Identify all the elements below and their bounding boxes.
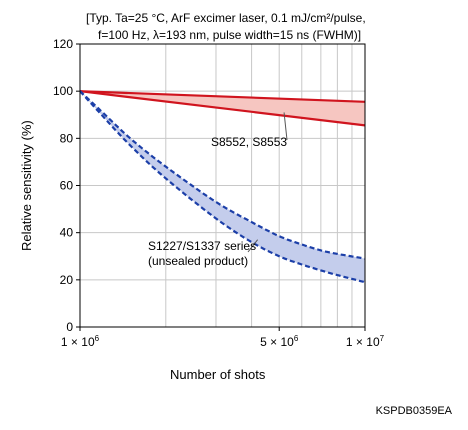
series-group — [80, 90, 365, 284]
x-tick-label: 1 × 106 — [61, 334, 100, 349]
annotation-leader — [283, 112, 288, 141]
y-axis-label: Relative sensitivity (%) — [19, 120, 34, 251]
conditions-line-2: f=100 Hz, λ=193 nm, pulse width=15 ns (F… — [98, 28, 362, 42]
series-line-lower — [80, 90, 365, 127]
x-tick-label: 1 × 107 — [346, 334, 385, 349]
y-tick-label: 60 — [60, 179, 74, 193]
y-tick-label: 0 — [66, 320, 73, 334]
y-tick-label: 120 — [53, 37, 73, 51]
series-line-lower — [80, 90, 365, 284]
y-tick-label: 40 — [60, 226, 74, 240]
series-line-upper — [80, 90, 365, 260]
annotation-label: S8552, S8553 — [211, 135, 287, 149]
figure-id: KSPDB0359EA — [375, 405, 452, 417]
x-axis-label: Number of shots — [170, 367, 266, 382]
series-line-upper — [80, 90, 365, 103]
x-tick-label: 5 × 106 — [260, 334, 299, 349]
annotation-label: S1227/S1337 series (unsealed product) — [148, 239, 256, 268]
y-tick-label: 80 — [60, 131, 74, 145]
annotation-leader — [247, 239, 259, 253]
y-tick-label: 20 — [60, 273, 74, 287]
band-fill — [80, 91, 365, 283]
conditions-line-1: [Typ. Ta=25 °C, ArF excimer laser, 0.1 m… — [86, 11, 366, 25]
y-tick-label: 100 — [53, 84, 73, 98]
